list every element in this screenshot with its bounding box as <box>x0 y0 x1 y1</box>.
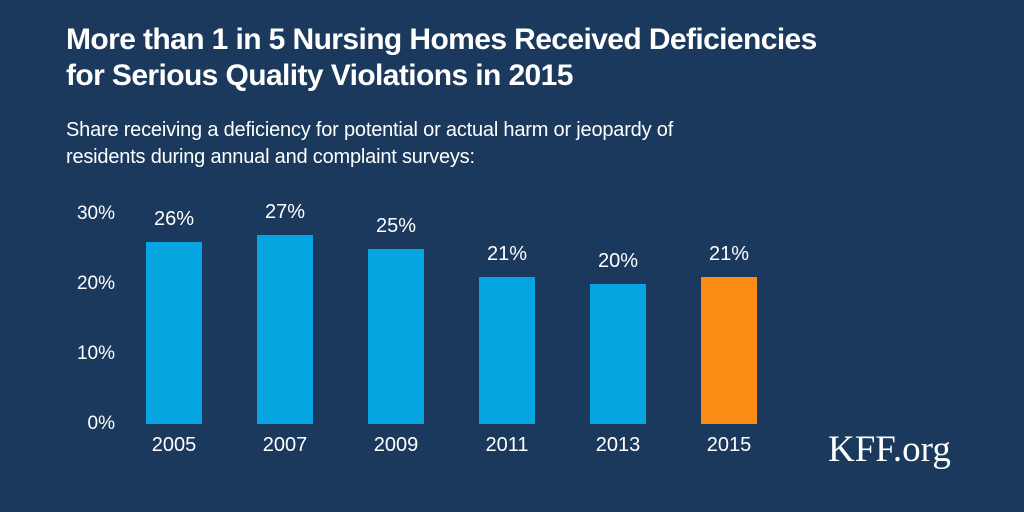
bar-2007 <box>257 235 313 424</box>
y-axis: 0% 10% 20% 30% <box>55 189 115 434</box>
bar-value-label: 21% <box>486 243 528 265</box>
x-axis-label: 2011 <box>485 434 529 456</box>
bar-2011 <box>479 277 535 424</box>
y-axis-tick-label: 30% <box>76 203 115 224</box>
bar-2015 <box>701 277 757 424</box>
x-axis-label: 2005 <box>151 434 197 456</box>
page-title-line1: More than 1 in 5 Nursing Homes Received … <box>66 23 817 56</box>
bar-value-label: 25% <box>375 215 417 237</box>
bar-group-2009: 25% 2009 <box>368 184 424 456</box>
page-title: More than 1 in 5 Nursing Homes Received … <box>66 22 817 94</box>
y-axis-tick-label: 10% <box>76 343 115 364</box>
bar-group-2005: 26% 2005 <box>146 184 202 456</box>
bar-value-label: 26% <box>153 208 195 230</box>
x-axis-label: 2007 <box>262 434 308 456</box>
bar-value-label: 21% <box>708 243 750 265</box>
chart-subtitle-line2: residents during annual and complaint su… <box>66 146 475 168</box>
y-axis-tick-label: 0% <box>87 413 115 434</box>
bar-value-label: 27% <box>264 201 306 223</box>
plot-area: 26% 2005 27% 2007 25% 2009 21% 2011 20% 2013 21% 20… <box>146 184 771 456</box>
bar-2013 <box>590 284 646 424</box>
bar-group-2013: 20% 2013 <box>590 184 646 456</box>
y-axis-tick-label: 20% <box>76 273 115 294</box>
bar-2009 <box>368 249 424 424</box>
chart-subtitle: Share receiving a deficiency for potenti… <box>66 117 673 171</box>
kff-logo: KFF.org <box>828 429 951 470</box>
x-axis-label: 2013 <box>595 434 641 456</box>
bar-2005 <box>146 242 202 424</box>
chart-subtitle-line1: Share receiving a deficiency for potenti… <box>66 119 674 141</box>
x-axis-label: 2009 <box>373 434 419 456</box>
bar-group-2015: 21% 2015 <box>701 184 757 456</box>
bar-value-label: 20% <box>597 250 639 272</box>
page-title-line2: for Serious Quality Violations in 2015 <box>66 59 573 92</box>
bar-group-2007: 27% 2007 <box>257 184 313 456</box>
bar-group-2011: 21% 2011 <box>479 184 535 456</box>
x-axis-label: 2015 <box>706 434 752 456</box>
